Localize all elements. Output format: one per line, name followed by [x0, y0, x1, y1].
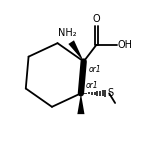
Text: S: S	[107, 88, 113, 98]
Polygon shape	[68, 40, 84, 62]
Text: or1: or1	[89, 65, 102, 74]
Polygon shape	[77, 93, 84, 114]
Text: NH₂: NH₂	[58, 28, 77, 38]
Text: or1: or1	[86, 81, 99, 90]
Text: OH: OH	[118, 40, 133, 50]
Text: O: O	[92, 14, 100, 24]
